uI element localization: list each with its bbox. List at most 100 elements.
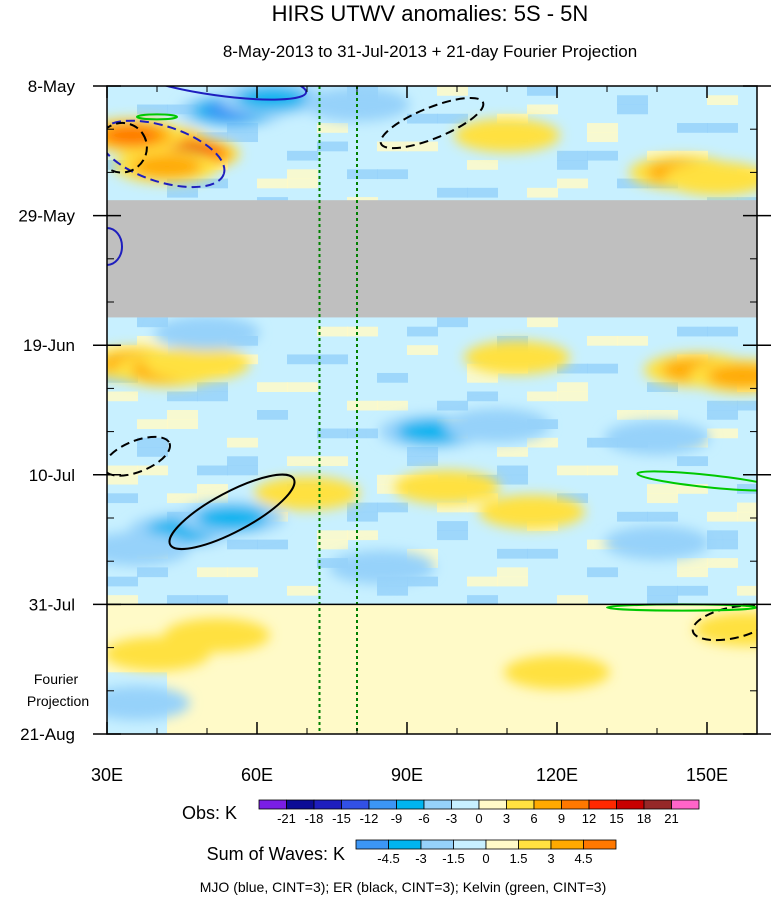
anomaly-stripe	[347, 530, 378, 541]
anomaly-stripe	[137, 104, 168, 115]
colorbar-level-label: 15	[609, 811, 623, 826]
anomaly-stripe	[647, 150, 678, 161]
x-tick-label: 120E	[536, 765, 578, 785]
anomaly-stripe	[647, 484, 678, 494]
anomaly-stripe	[137, 465, 168, 476]
anomaly-stripe	[227, 456, 258, 467]
anomaly-stripe	[497, 447, 528, 457]
anomaly-stripe	[737, 484, 757, 494]
anomaly-stripe	[377, 372, 408, 383]
anomaly-stripe	[197, 382, 228, 392]
chart-title: HIRS UTWV anomalies: 5S - 5N	[272, 1, 589, 26]
wave-contour-mjo	[107, 119, 226, 189]
y-tick-label: 21-Aug	[20, 725, 75, 744]
fourier-projection-label: Fourier Projection	[27, 671, 89, 709]
wave-contour-er	[691, 604, 757, 642]
anomaly-stripe	[287, 585, 318, 596]
anomaly-stripe	[617, 410, 648, 420]
anomaly-blob	[107, 125, 160, 145]
anomaly-stripe	[497, 567, 528, 578]
colorbar-level-label: 21	[664, 811, 678, 826]
anomaly-stripe	[377, 502, 408, 513]
anomaly-stripe	[197, 132, 228, 143]
wave-contours	[107, 86, 757, 642]
anomaly-stripe	[407, 141, 438, 152]
anomaly-stripe	[707, 428, 738, 439]
x-tick-label: 150E	[686, 765, 728, 785]
anomaly-stripe	[587, 363, 618, 374]
anomaly-stripe	[407, 345, 438, 355]
anomaly-stripe	[437, 317, 468, 328]
anomaly-stripe	[197, 465, 228, 476]
anomaly-stripe	[467, 160, 498, 170]
anomaly-stripe	[677, 585, 708, 596]
waves-colorbar: -4.5 -3 -1.5 0 1.5 3 4.5	[355, 839, 617, 866]
plot-area	[107, 86, 757, 734]
anomaly-stripe	[557, 178, 588, 189]
anomaly-blob	[444, 408, 550, 443]
anomaly-stripe	[707, 410, 738, 420]
wave-contour-mjo	[126, 86, 308, 101]
anomaly-stripe	[167, 410, 198, 420]
anomaly-stripe	[137, 317, 168, 328]
anomaly-stripe	[497, 576, 528, 587]
anomaly-stripe	[497, 474, 528, 485]
anomaly-stripe	[467, 595, 498, 605]
colorbar-cell	[671, 799, 700, 810]
anomaly-stripe	[227, 539, 258, 550]
colorbar-cell	[388, 839, 422, 850]
colorbar-level-label: 4.5	[574, 851, 592, 866]
anomaly-stripe	[407, 447, 438, 457]
anomaly-stripe	[647, 382, 678, 392]
colorbar-cell	[396, 799, 425, 810]
anomaly-stripe	[137, 335, 168, 346]
anomaly-stripe	[557, 391, 588, 402]
anomaly-stripe	[257, 178, 288, 189]
anomaly-blob	[107, 686, 190, 721]
anomaly-stripe	[377, 585, 408, 596]
anomaly-stripe	[227, 567, 258, 578]
anomaly-stripe	[167, 178, 198, 189]
anomaly-stripe	[407, 548, 438, 559]
colorbar-cell	[616, 799, 645, 810]
anomaly-stripe	[197, 484, 228, 494]
colorbar-level-label: 18	[637, 811, 651, 826]
anomaly-blob	[504, 655, 610, 690]
anomaly-stripe	[587, 335, 618, 346]
anomaly-stripe	[257, 410, 288, 420]
anomaly-stripe	[467, 391, 498, 402]
colorbar-cell	[583, 839, 617, 850]
colorbar-cell	[561, 799, 590, 810]
anomaly-stripe	[347, 428, 378, 439]
anomaly-stripe	[557, 363, 588, 374]
colorbar-level-label: -9	[391, 811, 403, 826]
anomaly-stripe	[197, 493, 228, 504]
anomaly-stripe	[527, 104, 558, 115]
wave-contour-er	[107, 121, 148, 174]
anomaly-stripe	[737, 502, 757, 513]
anomaly-blob	[707, 364, 757, 388]
anomaly-stripe	[317, 123, 348, 133]
anomaly-stripe	[527, 317, 558, 328]
anomaly-stripe	[137, 419, 168, 430]
plot-frame	[106, 85, 758, 735]
colorbar-cell	[451, 799, 480, 810]
wave-contour-kelvin	[136, 113, 178, 121]
anomaly-stripe	[167, 187, 198, 198]
anomaly-stripe	[467, 576, 498, 587]
anomaly-stripe	[437, 86, 468, 96]
anomaly-stripe	[107, 465, 138, 476]
missing-data-rect	[107, 200, 757, 318]
anomaly-blob	[479, 494, 585, 529]
anomaly-stripe	[437, 187, 468, 198]
anomaly-stripe	[647, 511, 678, 522]
anomaly-field	[107, 86, 757, 721]
anomaly-stripe	[347, 511, 378, 522]
anomaly-blob	[329, 550, 435, 585]
anomaly-stripe	[347, 169, 378, 180]
colorbar-level-label: -18	[305, 811, 324, 826]
anomaly-stripe	[617, 95, 648, 106]
anomaly-stripe	[287, 150, 318, 161]
anomaly-blob	[394, 470, 500, 505]
anomaly-stripe	[587, 437, 618, 448]
